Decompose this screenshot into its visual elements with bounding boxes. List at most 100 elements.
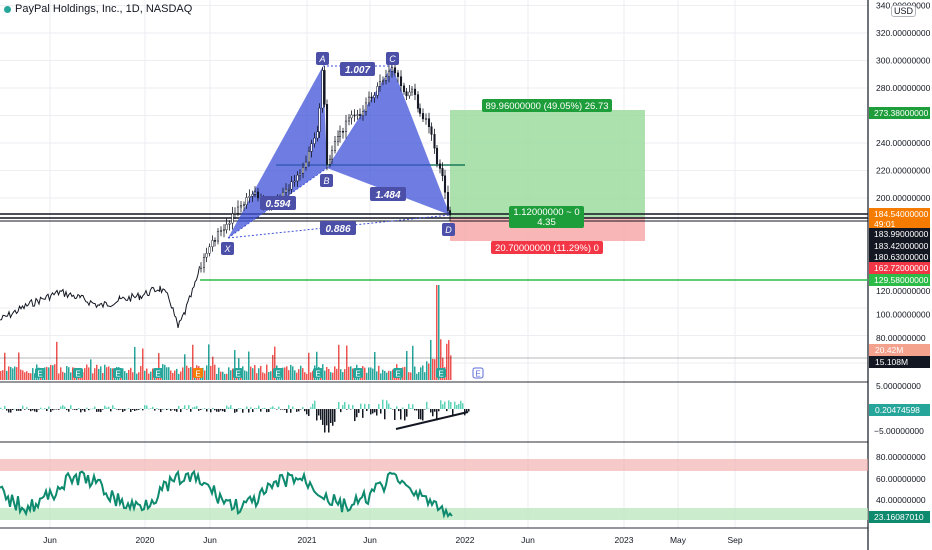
histogram-bar xyxy=(86,407,88,409)
volume-bar xyxy=(4,352,6,380)
earnings-marker[interactable]: E xyxy=(436,368,446,379)
histogram-bar xyxy=(294,408,296,410)
histogram-bar xyxy=(14,408,16,410)
histogram-bar xyxy=(8,409,10,413)
volume-bar xyxy=(184,354,186,380)
time-axis-label: May xyxy=(670,535,687,545)
profit-label[interactable]: 89.96000000 (49.05%) 26.73 xyxy=(482,99,612,112)
histogram-bar xyxy=(230,405,232,409)
entry-label[interactable]: 1.12000000 ~ 04.35 xyxy=(509,206,584,228)
histogram-bar xyxy=(396,406,398,409)
histogram-bar xyxy=(414,409,416,411)
candle-body xyxy=(330,150,334,160)
volume-bar xyxy=(32,368,34,380)
price-series-line[interactable] xyxy=(0,266,200,329)
volume-bar xyxy=(124,371,126,380)
volume-main-tag: 15.108M xyxy=(869,356,930,368)
volume-bar xyxy=(6,370,8,380)
histogram-bar xyxy=(64,406,66,409)
volume-bar xyxy=(166,367,168,380)
earnings-marker[interactable]: E xyxy=(393,368,403,379)
price-candles[interactable] xyxy=(199,63,452,273)
volume-bar xyxy=(170,370,172,380)
volume-bar xyxy=(408,372,410,380)
earnings-marker[interactable]: E xyxy=(233,368,243,379)
histogram-bar xyxy=(184,405,186,409)
candle-body xyxy=(245,197,248,205)
earnings-marker[interactable]: E xyxy=(35,368,45,379)
histogram-bar xyxy=(214,409,216,411)
candle-body xyxy=(205,253,208,258)
volume-bar xyxy=(88,367,90,380)
oscillator-histogram[interactable] xyxy=(0,399,470,433)
earnings-marker[interactable]: E xyxy=(472,367,484,379)
candle-body xyxy=(413,88,417,95)
pattern-point-d: D xyxy=(442,223,455,236)
loss-label[interactable]: 20.70000000 (11.29%) 0 xyxy=(491,241,603,254)
earnings-marker-label: E xyxy=(75,370,80,379)
earnings-marker[interactable]: E xyxy=(73,368,83,379)
price-tag: 183.42000000 xyxy=(869,240,930,252)
volume-bar xyxy=(434,359,436,380)
time-axis[interactable]: Jun 2020 Jun 2021 Jun 2022 Jun 2023 May Sep xyxy=(43,535,743,545)
price-axis[interactable]: 360.00340.00000000320.00000000300.000000… xyxy=(876,0,931,344)
candle-body xyxy=(387,70,391,77)
histogram-bar xyxy=(298,409,300,412)
volume-bar xyxy=(66,365,68,380)
histogram-bar xyxy=(226,405,228,409)
histogram-bar xyxy=(118,409,120,411)
price-tag-box xyxy=(869,251,930,263)
histogram-bar xyxy=(106,407,108,409)
volume-bars[interactable] xyxy=(0,285,452,380)
profit-zone[interactable] xyxy=(450,110,645,217)
histogram-bar xyxy=(32,409,34,411)
candle-body xyxy=(441,168,444,177)
volume-bar xyxy=(312,370,314,380)
histogram-bar xyxy=(460,400,462,409)
earnings-marker[interactable]: E xyxy=(273,368,283,379)
earnings-marker[interactable]: E xyxy=(153,368,163,379)
price-tag-label: 183.99000000 xyxy=(874,229,929,239)
volume-bar xyxy=(368,367,370,380)
earnings-marker-box xyxy=(436,368,446,378)
oscillator-line[interactable] xyxy=(0,469,453,519)
pattern-bcd-triangle[interactable] xyxy=(327,66,450,215)
time-axis-label: Jun xyxy=(521,535,535,545)
volume-bar xyxy=(418,372,420,380)
earnings-marker[interactable]: E xyxy=(113,368,123,379)
volume-bar xyxy=(302,368,304,380)
time-axis-label: 2022 xyxy=(456,535,475,545)
volume-bar xyxy=(190,367,192,380)
volume-bar xyxy=(70,372,72,380)
candle-body xyxy=(347,117,351,122)
candle-body xyxy=(225,224,228,231)
earnings-marker[interactable]: E xyxy=(353,368,363,379)
volume-bar xyxy=(412,345,414,380)
volume-bar xyxy=(316,351,318,380)
earnings-marker[interactable]: E xyxy=(193,368,203,379)
histogram-bar xyxy=(136,409,138,411)
pattern-xab-triangle[interactable] xyxy=(228,66,327,238)
chart-grid xyxy=(0,0,868,528)
earnings-marker[interactable]: E xyxy=(313,368,323,379)
histogram-bar xyxy=(438,409,440,412)
histogram-bar xyxy=(190,409,192,412)
histogram-bar xyxy=(152,406,154,409)
svg-text:A: A xyxy=(318,54,325,64)
earnings-marker-label: E xyxy=(315,370,320,379)
histogram-bar xyxy=(434,409,436,412)
volume-bar xyxy=(136,373,138,380)
symbol-title[interactable]: PayPal Holdings, Inc., 1D, NASDAQ xyxy=(4,3,192,15)
candle-body xyxy=(219,230,223,232)
histogram-bar xyxy=(446,409,448,412)
volume-bar xyxy=(34,373,36,380)
volume-bar xyxy=(370,367,372,380)
earnings-marker-label: E xyxy=(195,370,200,379)
oscillator-trendline[interactable] xyxy=(395,411,469,430)
price-tag-box xyxy=(869,208,930,230)
histogram-bar xyxy=(302,407,304,409)
currency-badge[interactable]: USD xyxy=(891,5,917,17)
